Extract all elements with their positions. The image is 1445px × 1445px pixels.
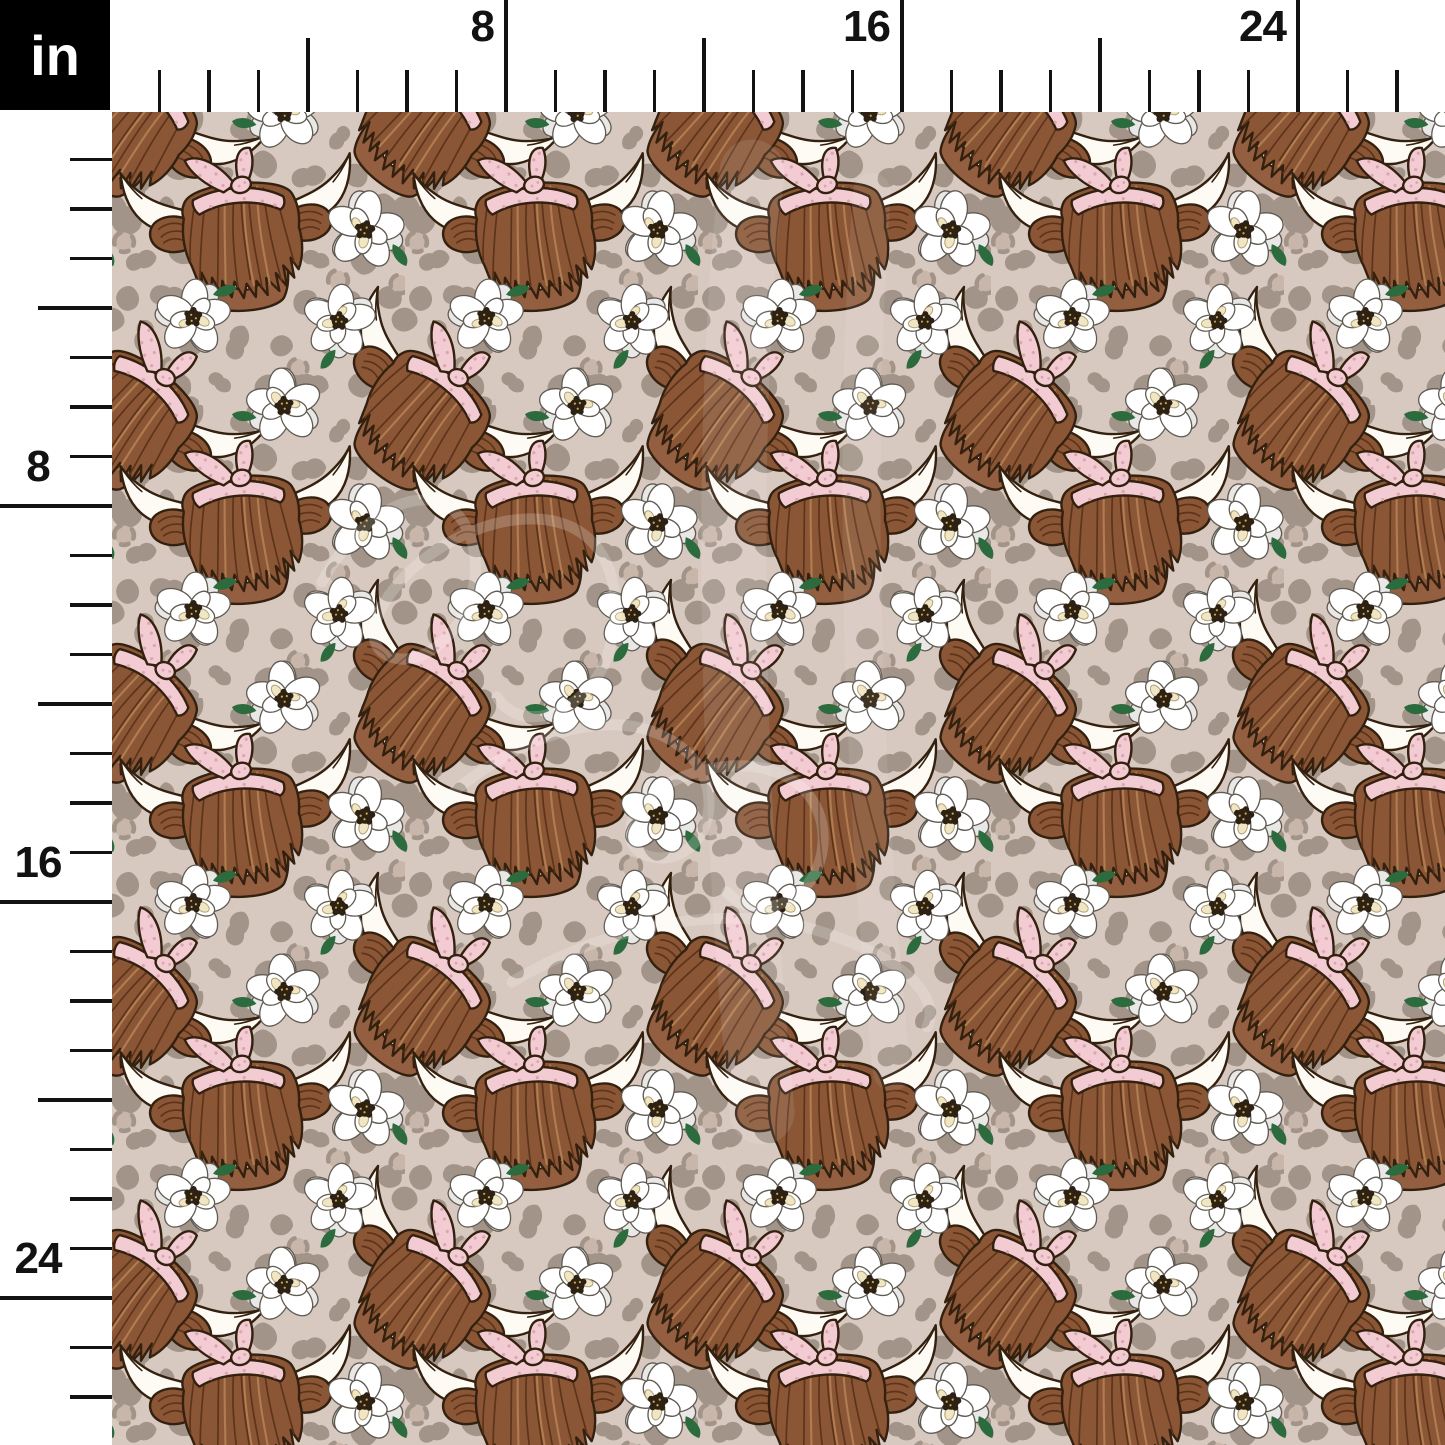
ruler-tick-left-23 bbox=[70, 1246, 112, 1251]
ruler-number-top-8: 8 bbox=[470, 2, 495, 51]
ruler-tick-top-24 bbox=[1296, 0, 1300, 112]
ruler-tick-top-13 bbox=[751, 70, 756, 112]
ruler-tick-left-9 bbox=[70, 553, 112, 558]
ruler-tick-left-2 bbox=[70, 207, 112, 211]
ruler-tick-left-14 bbox=[70, 801, 112, 805]
ruler-tick-top-1 bbox=[157, 70, 162, 112]
ruler-number-left-8: 8 bbox=[26, 442, 50, 491]
ruler-tick-left-7 bbox=[70, 454, 112, 459]
ruler-tick-top-3 bbox=[256, 70, 261, 112]
ruler-tick-top-8 bbox=[504, 0, 508, 112]
ruler-tick-top-16 bbox=[900, 0, 904, 112]
ruler-tick-left-4 bbox=[38, 306, 112, 310]
ruler-tick-left-19 bbox=[70, 1048, 112, 1053]
ruler-tick-top-17 bbox=[949, 70, 954, 112]
fabric-swatch bbox=[112, 112, 1445, 1445]
ruler-unit-label: in bbox=[30, 23, 80, 87]
ruler-tick-left-8 bbox=[0, 504, 112, 508]
ruler-number-top-16: 16 bbox=[843, 2, 891, 51]
watermark bbox=[316, 139, 936, 1145]
ruler-tick-left-17 bbox=[70, 949, 112, 954]
ruler-number-left-24: 24 bbox=[14, 1234, 63, 1283]
ruler-tick-top-26 bbox=[1395, 70, 1399, 112]
ruler-tick-top-12 bbox=[702, 38, 706, 112]
ruler-tick-left-1 bbox=[70, 157, 112, 162]
ruler-tick-left-25 bbox=[70, 1345, 112, 1350]
ruler-tick-top-4 bbox=[306, 38, 310, 112]
ruler-tick-top-25 bbox=[1345, 70, 1350, 112]
ruler-tick-left-21 bbox=[70, 1147, 112, 1152]
ruler-unit-box: in bbox=[0, 0, 110, 110]
ruler-tick-top-2 bbox=[207, 70, 211, 112]
ruler-tick-left-5 bbox=[70, 355, 112, 360]
ruler-tick-left-11 bbox=[70, 652, 112, 657]
ruler-tick-top-19 bbox=[1048, 70, 1053, 112]
ruler-tick-left-22 bbox=[70, 1197, 112, 1201]
ruler-tick-top-10 bbox=[603, 70, 607, 112]
ruler-tick-top-5 bbox=[355, 70, 360, 112]
ruler-horizontal: 8 16 24 bbox=[0, 0, 1445, 112]
ruler-tick-top-18 bbox=[999, 70, 1003, 112]
ruler-tick-left-24 bbox=[0, 1296, 112, 1300]
ruler-tick-left-10 bbox=[70, 603, 112, 607]
ruler-number-left-16: 16 bbox=[14, 838, 63, 887]
ruler-tick-top-6 bbox=[405, 70, 409, 112]
ruler-tick-left-20 bbox=[38, 1098, 112, 1102]
ruler-tick-left-26 bbox=[70, 1395, 112, 1399]
ruler-tick-left-12 bbox=[38, 702, 112, 706]
ruler-tick-top-11 bbox=[652, 70, 657, 112]
ruler-tick-left-13 bbox=[70, 751, 112, 756]
ruler-tick-left-18 bbox=[70, 999, 112, 1003]
ruler-tick-left-6 bbox=[70, 405, 112, 409]
fabric-pattern-svg bbox=[112, 112, 1445, 1445]
ruler-tick-left-16 bbox=[0, 900, 112, 904]
ruler-tick-left-3 bbox=[70, 256, 112, 261]
fabric-pattern-fill bbox=[112, 112, 1445, 1445]
ruler-tick-left-15 bbox=[70, 850, 112, 855]
ruler-vertical: 8 16 24 bbox=[0, 0, 112, 1445]
ruler-tick-top-20 bbox=[1098, 38, 1102, 112]
ruler-tick-top-22 bbox=[1197, 70, 1201, 112]
ruler-tick-top-21 bbox=[1147, 70, 1152, 112]
ruler-tick-top-14 bbox=[801, 70, 805, 112]
ruler-tick-top-15 bbox=[850, 70, 855, 112]
ruler-tick-top-9 bbox=[553, 70, 558, 112]
ruler-number-top-24: 24 bbox=[1239, 2, 1287, 51]
ruler-tick-top-7 bbox=[454, 70, 459, 112]
ruler-tick-top-23 bbox=[1246, 70, 1251, 112]
